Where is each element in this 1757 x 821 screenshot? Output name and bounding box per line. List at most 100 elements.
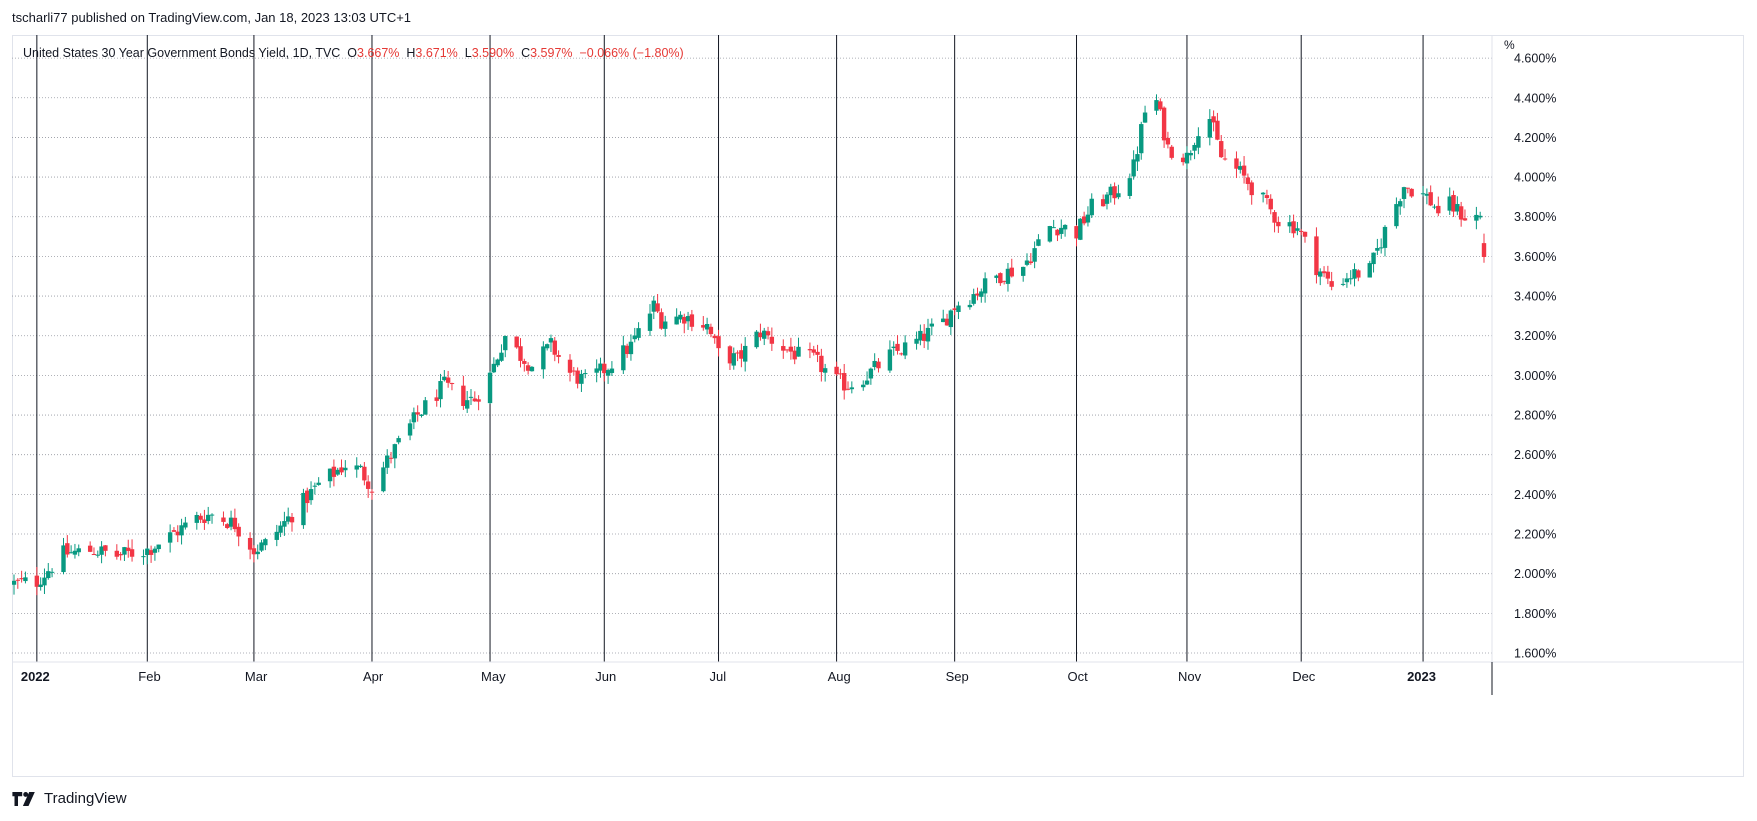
candle-body	[415, 412, 420, 415]
tradingview-footer[interactable]: TradingView	[12, 790, 127, 807]
candle-body	[1458, 206, 1464, 220]
low-key: L	[464, 46, 472, 60]
candle-body	[1436, 205, 1441, 214]
y-tick-label: 1.600%	[1514, 647, 1556, 661]
candle	[343, 460, 348, 478]
y-tick-label: 4.600%	[1514, 52, 1556, 66]
candle-body	[701, 325, 706, 328]
candle-body	[895, 343, 900, 351]
candle-body	[1005, 268, 1011, 284]
candle	[781, 339, 786, 359]
candle	[1432, 204, 1437, 210]
candle	[362, 462, 367, 486]
candle-body	[921, 333, 927, 341]
candle	[914, 331, 919, 350]
candle	[72, 543, 78, 559]
candle	[678, 311, 683, 323]
candle	[575, 367, 580, 389]
candle	[807, 342, 813, 359]
candle	[129, 539, 135, 562]
candle-body	[438, 381, 443, 400]
y-tick-label: 2.800%	[1514, 409, 1556, 423]
candle-body	[1481, 243, 1487, 257]
candle	[708, 323, 714, 338]
candle-body	[1055, 229, 1060, 236]
candle-body	[312, 485, 318, 487]
x-tick-label: Oct	[1068, 669, 1089, 684]
candle	[68, 545, 74, 554]
candle	[567, 354, 573, 382]
y-tick-label: 3.600%	[1514, 250, 1556, 264]
candle	[381, 461, 386, 493]
candle-body	[1112, 186, 1117, 199]
candle-body	[206, 514, 211, 522]
candle	[236, 523, 241, 547]
candle-body	[1378, 247, 1384, 249]
candle	[1009, 258, 1014, 278]
candle	[544, 343, 550, 351]
y-tick-label: 3.400%	[1514, 290, 1556, 304]
low-value: 3.590%	[471, 46, 515, 60]
candle-body	[1169, 146, 1174, 158]
candle-body	[1108, 186, 1113, 196]
candle	[971, 288, 976, 306]
high-value: 3.671%	[415, 46, 458, 60]
candle-body	[362, 466, 367, 481]
candle	[392, 443, 398, 469]
candle-body	[236, 526, 241, 537]
candle-body	[468, 396, 474, 398]
candle-body	[891, 346, 896, 349]
candle-body	[1348, 278, 1353, 280]
candle	[994, 274, 999, 284]
candle	[982, 272, 988, 303]
candle	[541, 341, 546, 379]
candle-body	[621, 345, 626, 371]
candle-body	[15, 579, 21, 581]
candle	[247, 532, 253, 560]
candles-layer	[12, 94, 1487, 596]
candle-body	[1367, 263, 1372, 278]
candle	[628, 334, 634, 361]
candle-body	[194, 515, 199, 523]
candle	[998, 272, 1003, 286]
candle	[206, 506, 211, 525]
candle	[765, 326, 771, 340]
candle-body	[518, 346, 523, 361]
candle	[65, 535, 70, 558]
candle	[1352, 263, 1357, 287]
candle	[834, 361, 839, 376]
candle	[1062, 224, 1068, 237]
y-tick-label: 4.400%	[1514, 91, 1556, 105]
candle-body	[221, 517, 226, 522]
candlestick-chart[interactable]: 1.600% 1.800% 2.000% 2.200% 2.400% 2.600% 2.80…	[12, 35, 1744, 777]
candle-body	[742, 345, 748, 362]
candle	[1314, 227, 1319, 284]
candle-body	[495, 359, 500, 366]
candle	[487, 371, 493, 404]
candle	[461, 375, 466, 410]
candle	[609, 361, 615, 376]
candle-body	[1340, 283, 1346, 285]
candle	[1451, 190, 1456, 217]
y-unit-label: %	[1504, 38, 1515, 52]
candle-body	[1081, 216, 1087, 224]
candle-body	[407, 423, 413, 436]
candle-body	[765, 331, 771, 336]
candle	[1299, 228, 1304, 236]
candle	[1154, 94, 1159, 115]
candle	[91, 547, 97, 556]
candle-body	[609, 368, 615, 373]
candle	[259, 539, 264, 552]
candle	[1051, 219, 1056, 229]
candle	[49, 568, 55, 578]
candle-body	[868, 368, 874, 379]
candle	[1264, 189, 1270, 205]
candle	[739, 343, 744, 368]
candle	[141, 549, 146, 565]
candle	[887, 340, 893, 373]
candle	[902, 335, 908, 360]
candle-body	[1398, 201, 1403, 207]
x-tick-label: Jul	[710, 669, 727, 684]
candle	[1447, 187, 1452, 215]
candle-body	[449, 383, 455, 385]
